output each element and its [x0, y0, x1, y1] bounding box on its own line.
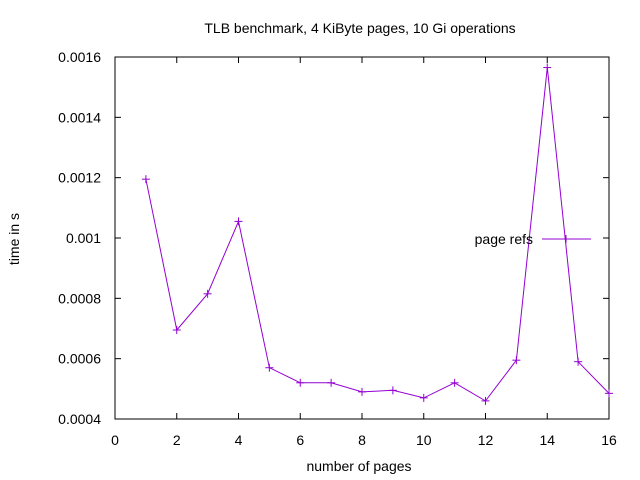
data-point: [450, 378, 459, 387]
legend-marker: [562, 235, 570, 243]
x-tick-label: 4: [235, 432, 243, 448]
data-point: [327, 378, 336, 387]
y-tick-label: 0.0016: [58, 49, 101, 65]
x-tick-label: 16: [601, 432, 617, 448]
x-tick-label: 14: [539, 432, 555, 448]
data-point: [141, 175, 150, 184]
data-point: [605, 389, 613, 398]
x-tick-label: 2: [173, 432, 181, 448]
data-point: [172, 326, 181, 335]
data-point: [265, 363, 274, 372]
data-point: [388, 386, 397, 395]
x-tick-label: 8: [358, 432, 366, 448]
y-tick-label: 0.0014: [58, 109, 101, 125]
data-point: [358, 387, 366, 396]
y-tick-label: 0.0008: [58, 290, 101, 306]
y-tick-label: 0.0006: [58, 351, 101, 367]
data-point: [234, 217, 243, 226]
x-tick-label: 0: [111, 432, 119, 448]
y-tick-label: 0.0004: [58, 411, 101, 427]
y-tick-label: 0.001: [66, 230, 101, 246]
data-point: [296, 378, 305, 387]
y-axis-label: time in s: [6, 213, 22, 265]
data-point: [481, 396, 490, 405]
data-point: [203, 289, 212, 298]
data-point: [543, 63, 552, 72]
x-tick-label: 12: [478, 432, 494, 448]
series-line: [145, 67, 610, 402]
data-point: [419, 393, 428, 402]
y-tick-label: 0.0012: [58, 170, 101, 186]
data-point: [574, 357, 583, 366]
x-axis-label: number of pages: [306, 458, 411, 474]
x-tick-label: 6: [296, 432, 304, 448]
series-layer: [141, 63, 613, 405]
x-tick-label: 10: [416, 432, 432, 448]
data-point: [512, 356, 521, 365]
legend-label: page refs: [475, 231, 533, 247]
chart-title: TLB benchmark, 4 KiByte pages, 10 Gi ope…: [204, 20, 515, 36]
legend: page refs: [475, 231, 591, 247]
axes: 0 2 4 6 8 10 12 14 16 0.0004 0.0006 0.0008 0.001 0.00…: [58, 49, 617, 448]
plot-frame: [114, 56, 610, 420]
